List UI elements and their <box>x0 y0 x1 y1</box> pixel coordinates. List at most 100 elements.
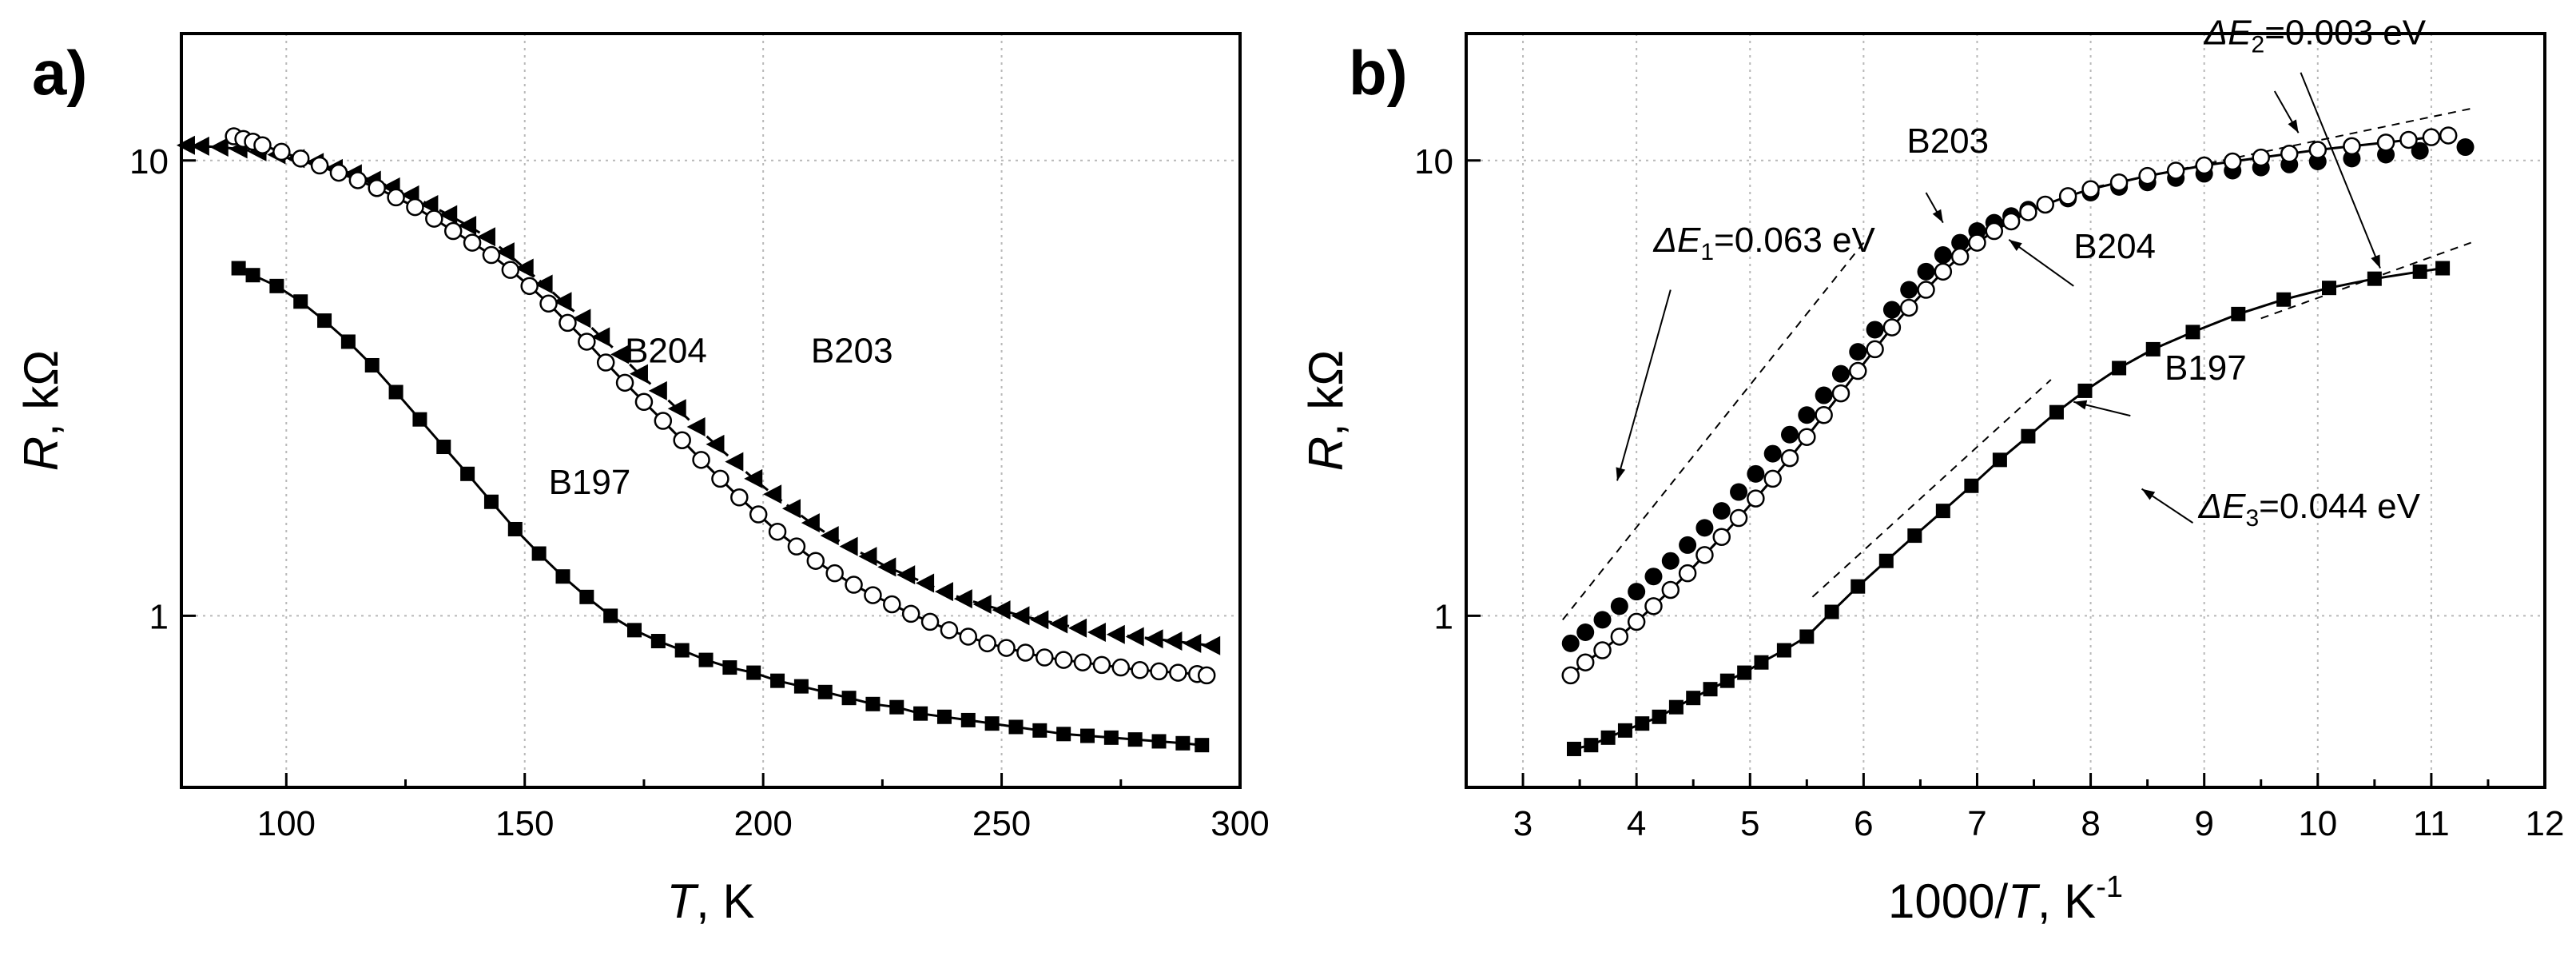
data-point-b203 <box>686 417 706 437</box>
data-point-b204 <box>1831 384 1851 403</box>
data-point-b203 <box>1712 502 1731 520</box>
data-point-b204 <box>1610 627 1629 646</box>
panel-a-x-axis-title: T, K <box>666 874 754 928</box>
data-point-b197 <box>960 712 976 727</box>
y-tick-label: 1 <box>1434 597 1453 636</box>
data-point-b204 <box>1627 612 1646 631</box>
data-point-b197 <box>2435 261 2451 276</box>
data-point-b197 <box>627 623 642 638</box>
x-tick-label: 250 <box>972 804 1031 843</box>
data-point-b203 <box>1951 233 1970 252</box>
data-point-b197 <box>1195 738 1210 753</box>
data-point-b204 <box>1016 643 1035 662</box>
data-point-b204 <box>978 634 996 653</box>
x-title-sup: -1 <box>2096 870 2123 904</box>
panel-b-label: b) <box>1349 38 1408 108</box>
data-point-b197 <box>1737 665 1752 680</box>
x-tick-label: 10 <box>2298 804 2337 843</box>
data-point-b204 <box>368 178 386 197</box>
data-point-b203 <box>1202 635 1221 655</box>
data-point-b204 <box>2138 166 2157 185</box>
data-point-b197 <box>1964 478 1979 493</box>
data-point-b204 <box>1747 489 1765 508</box>
data-point-b197 <box>1567 741 1581 756</box>
series-line-b204 <box>233 135 1207 677</box>
data-point-b203 <box>896 565 916 585</box>
data-point-b197 <box>674 643 690 658</box>
data-point-b197 <box>460 466 475 481</box>
data-point-b204 <box>787 537 806 556</box>
data-point-b204 <box>845 576 863 594</box>
data-point-b197 <box>2412 264 2427 279</box>
data-point-b203 <box>1011 606 1030 626</box>
data-point-b203 <box>1610 597 1628 615</box>
data-point-b204 <box>730 488 749 507</box>
data-point-b204 <box>1934 262 1953 281</box>
data-point-b197 <box>269 278 284 293</box>
data-point-b204 <box>768 522 787 541</box>
data-point-b203 <box>1163 631 1183 651</box>
data-point-b197 <box>1686 691 1701 706</box>
y-title-var: R <box>1299 436 1353 471</box>
data-point-b203 <box>916 573 935 593</box>
data-point-b197 <box>2145 341 2161 357</box>
data-point-b204 <box>654 412 673 430</box>
data-point-b197 <box>1824 604 1839 619</box>
data-point-b204 <box>864 586 882 604</box>
data-point-b197 <box>1935 504 1950 519</box>
data-point-b197 <box>1151 734 1167 749</box>
data-point-b203 <box>1087 623 1106 643</box>
data-point-b203 <box>572 309 591 329</box>
data-point-b197 <box>531 546 547 561</box>
data-point-b197 <box>412 412 427 427</box>
data-point-b203 <box>553 292 572 312</box>
data-point-b197 <box>340 334 356 349</box>
y-title-unit: , kΩ <box>14 350 68 436</box>
data-point-b203 <box>458 216 477 236</box>
data-point-b197 <box>555 569 570 584</box>
leader-arrowhead <box>1616 467 1626 481</box>
fit-line <box>1562 241 1865 621</box>
data-point-b204 <box>1712 528 1731 546</box>
data-point-b203 <box>858 547 877 567</box>
data-point-b197 <box>2021 428 2036 444</box>
data-point-b204 <box>2166 161 2185 180</box>
y-title-unit: , kΩ <box>1299 350 1353 436</box>
data-point-b203 <box>801 513 820 533</box>
data-point-b203 <box>1661 552 1680 570</box>
data-point-b204 <box>1729 508 1748 528</box>
data-point-b204 <box>1036 648 1054 667</box>
data-point-b204 <box>615 373 634 392</box>
series-line-b203 <box>185 144 1212 647</box>
x-tick-label: 300 <box>1210 804 1269 843</box>
data-point-b204 <box>749 505 768 524</box>
x-tick-label: 200 <box>733 804 792 843</box>
data-point-b203 <box>839 536 858 556</box>
data-point-b197 <box>1175 735 1191 751</box>
data-point-b197 <box>483 494 499 509</box>
data-point-b204 <box>1815 405 1833 424</box>
data-point-b203 <box>1781 425 1799 444</box>
x-tick-label: 7 <box>1967 804 1986 843</box>
data-point-b197 <box>245 268 260 283</box>
data-point-b197 <box>364 357 380 372</box>
data-point-b197 <box>1127 732 1143 747</box>
data-point-b197 <box>698 652 714 667</box>
data-point-b203 <box>476 227 495 247</box>
delta-e-symbol: ΔE <box>1652 221 1701 260</box>
data-point-b204 <box>2058 187 2077 205</box>
fit-line <box>2067 107 2471 193</box>
data-point-b197 <box>436 440 451 455</box>
data-point-b203 <box>1934 246 1952 265</box>
data-point-b204 <box>520 277 539 296</box>
data-point-b204 <box>463 233 482 252</box>
data-point-b203 <box>781 499 801 519</box>
data-point-b203 <box>190 136 209 156</box>
data-point-b197 <box>231 261 246 276</box>
x-tick-label: 8 <box>2081 804 2100 843</box>
data-point-b204 <box>2002 212 2021 231</box>
data-point-b197 <box>293 294 308 309</box>
annotation-label: B197 <box>2165 349 2247 388</box>
data-point-b204 <box>1678 564 1697 583</box>
y-tick-label: 10 <box>1414 142 1453 181</box>
